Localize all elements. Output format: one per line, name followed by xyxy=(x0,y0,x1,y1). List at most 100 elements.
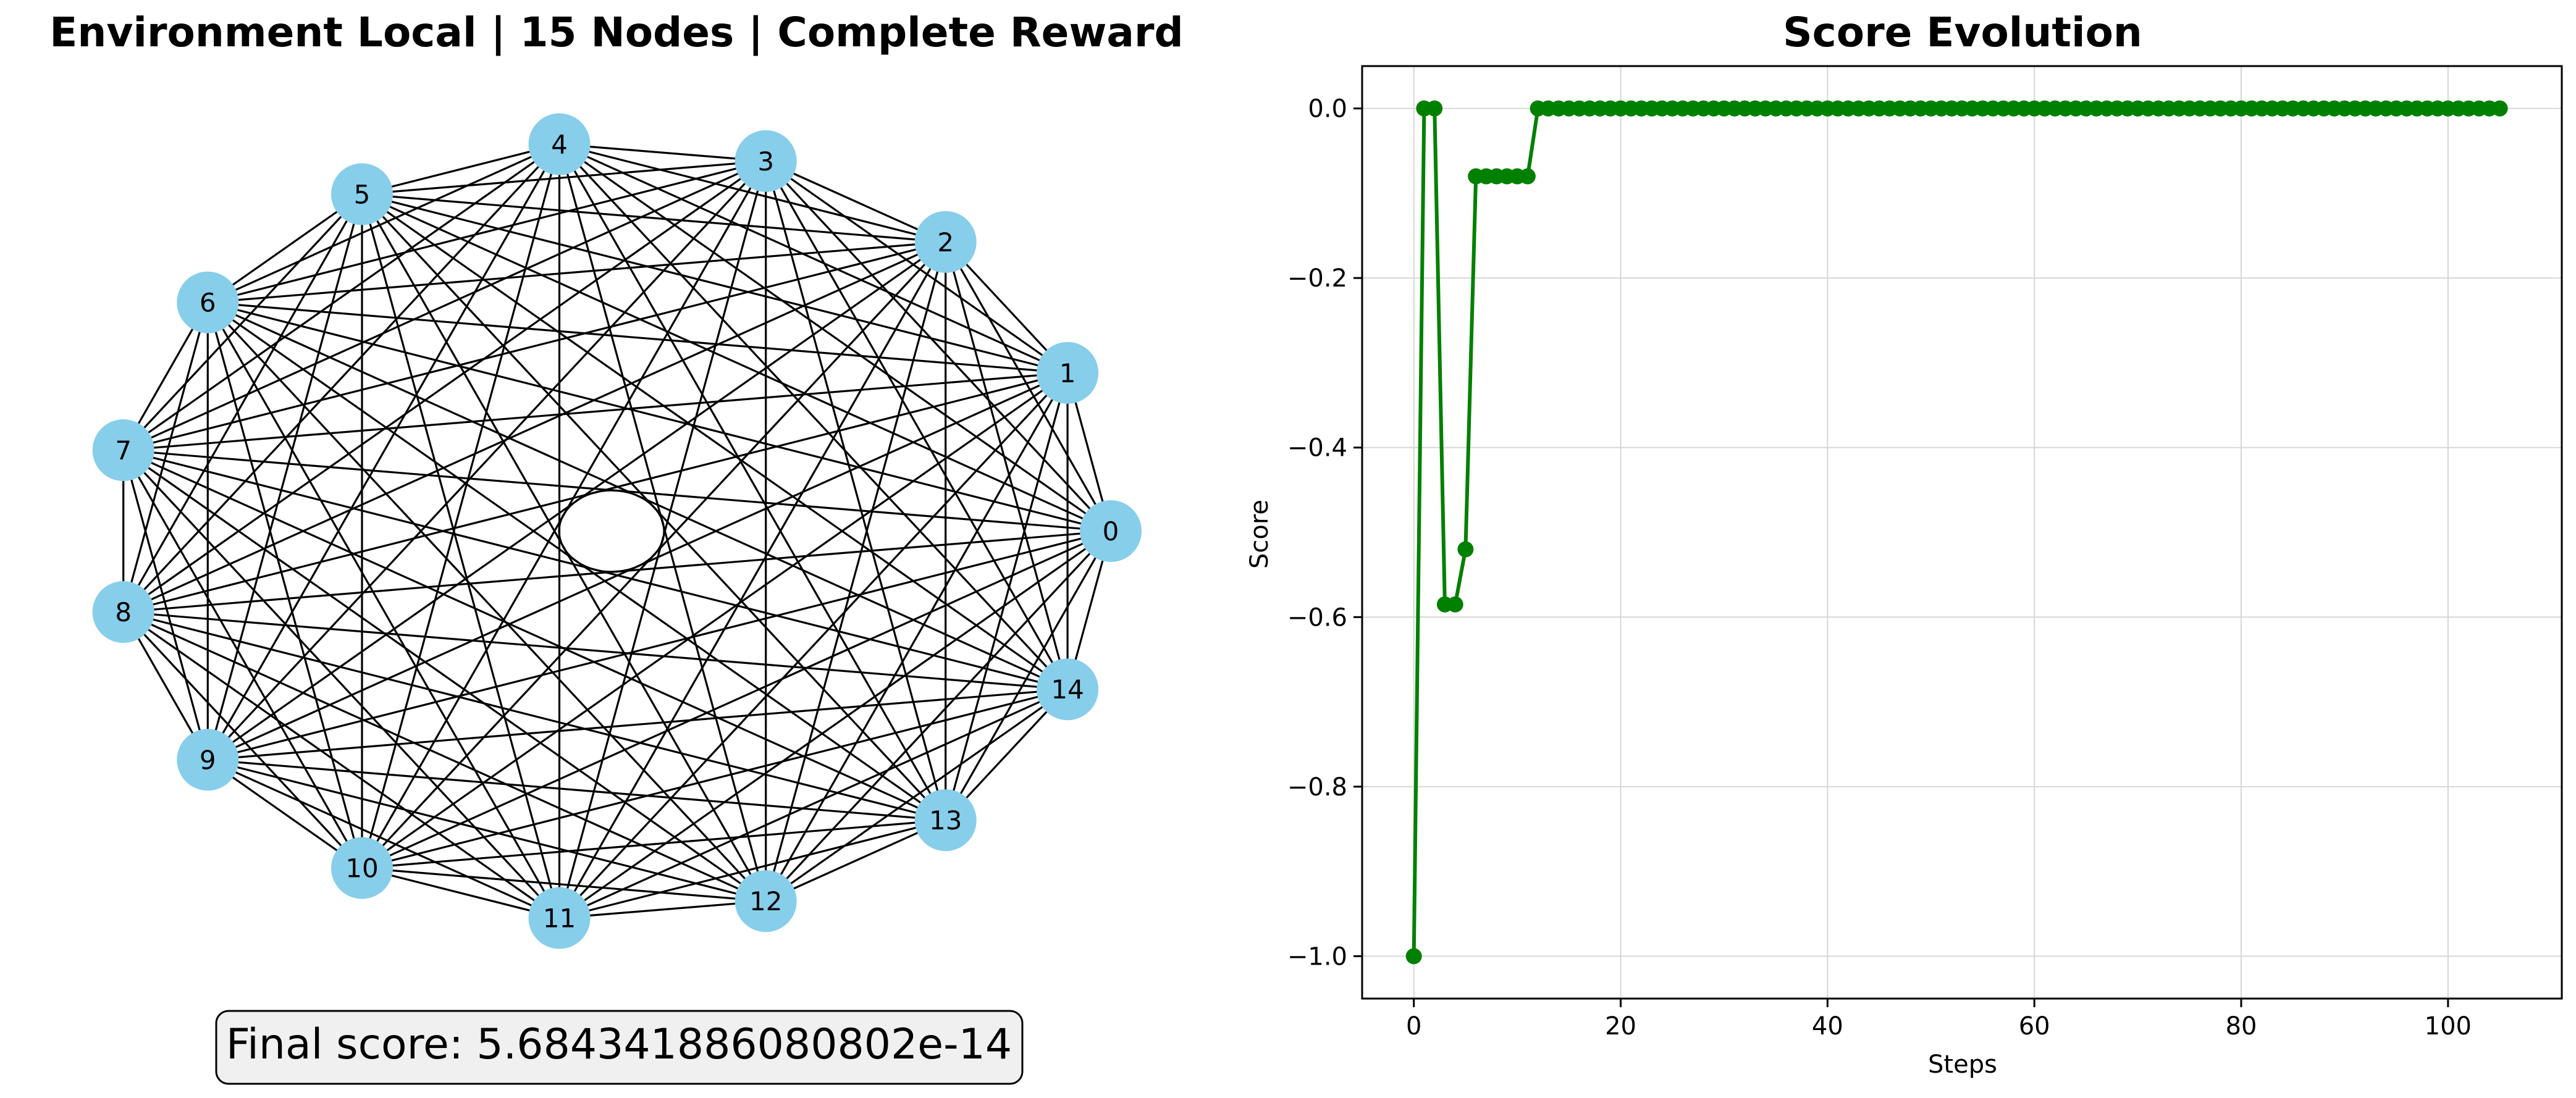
graph-edge xyxy=(765,160,946,243)
graph-edge xyxy=(123,241,946,451)
graph-edge xyxy=(208,241,946,304)
graph-edge xyxy=(765,161,1069,690)
graph-edge xyxy=(361,530,1111,870)
graph-node-circle xyxy=(1080,500,1142,562)
x-tick-label: 40 xyxy=(1812,1012,1843,1041)
graph-edge xyxy=(207,301,1111,532)
graph-edge xyxy=(765,160,1069,374)
y-tick-label: −1.0 xyxy=(1287,942,1347,971)
graph-edge xyxy=(207,193,363,304)
graph-node-label: 1 xyxy=(1059,358,1076,388)
graph-edge xyxy=(122,193,363,613)
graph-edge xyxy=(123,241,946,613)
graph-node-label: 7 xyxy=(115,435,132,466)
graph-title: Environment Local | 15 Nodes | Complete … xyxy=(49,9,1184,57)
graph-node: 12 xyxy=(734,870,797,932)
chart-ticks: 0 20 40 60 80 100 0.0 −0.2 −0.4 −0.6 −0.8 −1.0 xyxy=(1287,95,2472,1041)
graph-edge xyxy=(765,241,947,902)
graph-edge xyxy=(123,160,767,451)
graph-edge xyxy=(361,867,560,920)
graph-edge xyxy=(207,758,560,919)
y-tick-label: 0.0 xyxy=(1308,95,1347,124)
graph-edge xyxy=(361,193,1069,690)
graph-node-circle xyxy=(331,163,393,225)
graph-edge xyxy=(559,900,766,920)
graph-node: 0 xyxy=(1080,500,1142,562)
graph-edge xyxy=(207,530,1111,761)
score-line xyxy=(1412,106,2500,957)
graph-edge xyxy=(123,611,1068,690)
score-series xyxy=(1405,100,2508,965)
graph-edge xyxy=(207,758,363,869)
score-point xyxy=(1447,596,1463,613)
x-tick-label: 60 xyxy=(2019,1012,2050,1041)
graph-node-circle xyxy=(528,113,591,175)
score-point xyxy=(1519,168,1536,185)
graph-edge xyxy=(122,611,560,919)
graph-edge xyxy=(765,530,1112,902)
graph-edge xyxy=(765,160,1112,532)
graph-edge xyxy=(361,144,561,869)
graph-edge xyxy=(123,611,767,902)
graph-edge xyxy=(558,688,1068,919)
graph-edge xyxy=(122,450,209,760)
graph-node-circle xyxy=(914,211,977,273)
graph-edge xyxy=(361,160,766,195)
graph-edge xyxy=(122,143,560,451)
graph-node: 4 xyxy=(528,113,591,175)
graph-edge xyxy=(122,302,209,613)
graph-edge xyxy=(945,372,1069,821)
graph-node: 9 xyxy=(177,729,239,791)
graph-node-label: 2 xyxy=(937,227,954,258)
graph-node: 10 xyxy=(331,837,393,899)
score-point xyxy=(2491,100,2508,117)
graph-node-circle xyxy=(734,870,797,932)
graph-edge xyxy=(361,819,946,870)
graph-node: 1 xyxy=(1037,342,1099,404)
graph-edge xyxy=(122,160,767,613)
graph-node-label: 4 xyxy=(551,130,568,160)
graph-edge xyxy=(559,143,946,243)
x-axis-label: Steps xyxy=(1928,1050,1997,1079)
graph-edge xyxy=(361,143,560,195)
graph-node: 13 xyxy=(914,789,977,852)
graph-node-label: 6 xyxy=(200,288,216,318)
graph-edge xyxy=(208,758,946,821)
graph-edge xyxy=(122,143,560,613)
graph-node-circle xyxy=(177,729,239,791)
graph-edge xyxy=(765,688,1069,902)
graph-edge xyxy=(765,819,946,902)
graph-edges xyxy=(122,143,1112,920)
graph-node: 5 xyxy=(331,163,393,225)
y-tick-label: −0.4 xyxy=(1287,434,1347,463)
graph-node-label: 3 xyxy=(757,146,774,177)
y-tick-label: −0.2 xyxy=(1287,264,1347,293)
graph-node: 11 xyxy=(528,887,591,949)
graph-node-circle xyxy=(914,789,977,852)
graph-node-label: 13 xyxy=(929,805,962,836)
graph-edge xyxy=(558,143,1069,690)
graph-edge xyxy=(558,530,1111,919)
graph-edge xyxy=(122,449,560,919)
graph-self-loop xyxy=(558,489,665,573)
graph-node: 2 xyxy=(914,211,977,273)
graph-edge xyxy=(207,143,560,304)
graph-edge xyxy=(558,143,1068,374)
graph-node-label: 8 xyxy=(115,597,132,627)
graph-node-circle xyxy=(1037,342,1099,404)
graph-edge xyxy=(206,193,363,760)
graph-edge xyxy=(207,160,767,304)
graph-edge xyxy=(945,241,1069,690)
chart-title: Score Evolution xyxy=(1783,9,2142,56)
graph-node-circle xyxy=(92,581,154,643)
graph-node-circle xyxy=(331,837,393,899)
graph-edge xyxy=(558,372,1069,919)
graph-node: 14 xyxy=(1037,658,1099,721)
graph-edge xyxy=(361,372,1069,869)
graph-edge xyxy=(945,530,1112,821)
graph-edge xyxy=(945,241,1112,532)
graph-edge xyxy=(208,301,1068,374)
graph-node: 3 xyxy=(734,130,797,192)
